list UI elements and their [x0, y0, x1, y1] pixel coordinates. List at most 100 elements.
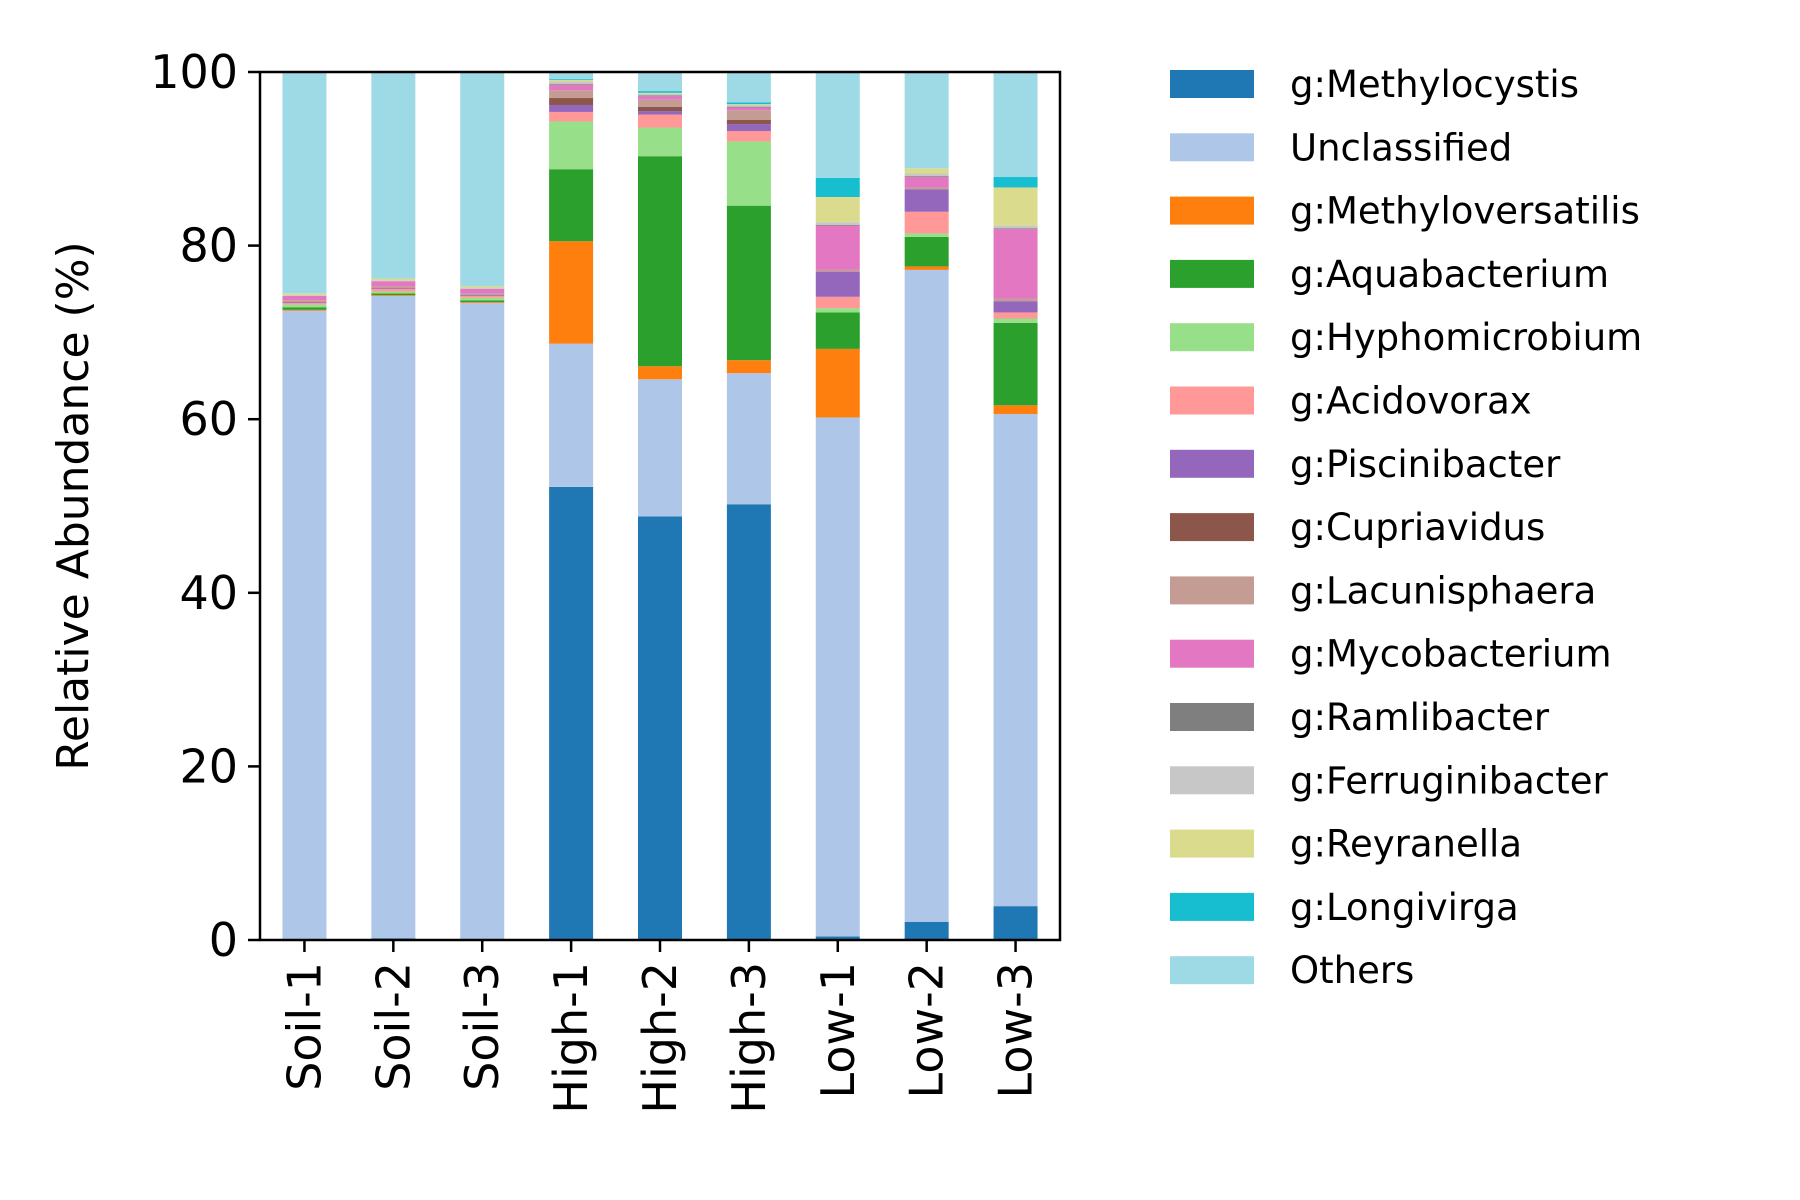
bar-segment-high-1-11 — [549, 81, 594, 85]
x-axis: Soil-1 Soil-2 Soil-3 High-1 High-2 High-3 Low-… — [277, 940, 1043, 1114]
bar-segment-high-3-7 — [726, 119, 771, 125]
bar-segment-soil-3-11 — [460, 288, 505, 289]
bar-segment-high-2-9 — [638, 96, 682, 100]
x-tick-label: Soil-1 — [277, 962, 331, 1091]
bar-segment-high-2-6 — [638, 111, 682, 115]
bar-segment-low-3-4 — [993, 318, 1038, 323]
bar-segment-low-2-12 — [904, 168, 949, 174]
legend-swatch — [1170, 703, 1254, 731]
x-tick-label: Low-1 — [811, 962, 865, 1098]
bar-segment-high-3-9 — [726, 107, 771, 111]
bar-segment-high-1-8 — [549, 90, 594, 99]
bar-segment-high-2-12 — [638, 92, 682, 94]
legend-label: g:Lacunisphaera — [1290, 569, 1596, 612]
y-axis: 0 20 40 60 80 100 — [150, 45, 260, 967]
legend-swatch — [1170, 829, 1254, 858]
bar-segment-high-1-10 — [549, 84, 594, 86]
bar-segment-high-2-0 — [638, 516, 682, 940]
bar-segment-high-3-0 — [726, 504, 771, 940]
bar-segment-high-2-2 — [638, 366, 682, 380]
bar-segment-soil-2-8 — [371, 286, 416, 289]
x-tick-label: High-1 — [544, 962, 598, 1114]
bar-segment-soil-2-6 — [371, 288, 416, 289]
bar-segment-high-3-13 — [726, 102, 771, 105]
bar-segment-low-1-11 — [815, 222, 860, 225]
bar-segment-soil-1-5 — [282, 302, 327, 305]
bar-segment-low-1-2 — [815, 348, 860, 418]
bar-segment-low-2-11 — [904, 173, 949, 177]
bar-segment-soil-3-12 — [460, 286, 505, 289]
bar-segment-low-3-0 — [993, 906, 1038, 940]
bar-segment-high-1-12 — [549, 79, 594, 82]
bar-segment-soil-2-4 — [371, 291, 416, 294]
bar-segment-low-2-5 — [904, 211, 949, 234]
legend: g:Methylocystis Unclassified g:Methylovers… — [1170, 63, 1642, 992]
bar-segment-high-1-1 — [549, 343, 594, 487]
bar-segment-low-3-13 — [993, 177, 1038, 188]
legend-label: g:Piscinibacter — [1290, 443, 1561, 486]
x-tick-label: Soil-3 — [455, 962, 509, 1091]
bar-segment-soil-3-8 — [460, 293, 505, 296]
bar-segment-low-1-5 — [815, 296, 860, 309]
legend-swatch — [1170, 196, 1254, 225]
bar-segment-soil-1-11 — [282, 295, 327, 296]
bar-segment-low-2-8 — [904, 187, 949, 190]
y-axis-title: Relative Abundance (%) — [48, 241, 99, 770]
bar-segment-high-2-4 — [638, 127, 682, 157]
bar-segment-high-2-5 — [638, 114, 682, 128]
bar-segment-low-2-10 — [904, 176, 949, 178]
bar-segment-low-1-12 — [815, 196, 860, 223]
y-tick-label: 60 — [179, 392, 238, 446]
x-tick-label: Low-2 — [900, 962, 954, 1098]
bar-segment-soil-3-4 — [460, 297, 505, 301]
legend-label: g:Acidovorax — [1290, 380, 1532, 423]
bar-segment-low-2-2 — [904, 266, 949, 270]
y-tick-label: 100 — [150, 45, 238, 99]
bar-segment-high-1-6 — [549, 104, 594, 112]
bar-segment-low-1-14 — [815, 72, 860, 178]
bar-segment-soil-3-2 — [460, 302, 505, 303]
bar-segment-soil-3-3 — [460, 300, 505, 303]
legend-label: g:Aquabacterium — [1290, 253, 1609, 296]
bar-segment-low-2-1 — [904, 269, 949, 922]
bar-segment-soil-1-2 — [282, 309, 327, 311]
x-tick-label: Low-3 — [989, 962, 1043, 1098]
legend-swatch — [1170, 259, 1254, 288]
bar-segment-soil-3-1 — [460, 302, 505, 940]
bar-segment-high-3-1 — [726, 373, 771, 505]
bar-segment-high-1-13 — [549, 78, 594, 80]
bar-segment-high-3-5 — [726, 131, 771, 142]
y-tick-label: 20 — [179, 739, 238, 793]
x-tick-label: Soil-2 — [366, 962, 420, 1091]
bar-segment-low-1-1 — [815, 417, 860, 937]
bar-segment-high-1-5 — [549, 111, 594, 122]
bar-segment-high-2-1 — [638, 379, 682, 517]
legend-swatch — [1170, 513, 1254, 542]
y-tick-label: 0 — [209, 913, 238, 967]
y-tick-label: 80 — [179, 219, 238, 273]
bar-segment-soil-1-12 — [282, 293, 327, 296]
bar-segment-soil-1-14 — [282, 72, 327, 294]
bar-segment-soil-3-5 — [460, 295, 505, 298]
bar-segment-soil-2-3 — [371, 293, 416, 296]
bar-segment-low-3-6 — [993, 301, 1038, 313]
bar-segment-high-2-7 — [638, 106, 682, 112]
legend-label: g:Ramlibacter — [1290, 696, 1550, 739]
bar-segment-high-3-6 — [726, 124, 771, 132]
bar-segment-low-2-9 — [904, 177, 949, 188]
bar-segment-low-1-13 — [815, 177, 860, 197]
legend-swatch — [1170, 386, 1254, 415]
bar-segment-low-2-3 — [904, 236, 949, 267]
bar-segment-low-3-10 — [993, 228, 1038, 230]
bar-segment-low-3-5 — [993, 312, 1038, 319]
bar-segment-high-2-14 — [638, 72, 682, 92]
bar-segment-high-1-14 — [549, 72, 594, 79]
bar-segment-low-1-6 — [815, 271, 860, 297]
bar-segment-soil-3-6 — [460, 295, 505, 296]
bar-segment-low-1-4 — [815, 308, 860, 313]
bar-segment-high-2-11 — [638, 93, 682, 96]
bar-segment-low-2-4 — [904, 233, 949, 237]
bar-segment-soil-1-4 — [282, 304, 327, 308]
bar-segment-soil-2-2 — [371, 295, 416, 296]
